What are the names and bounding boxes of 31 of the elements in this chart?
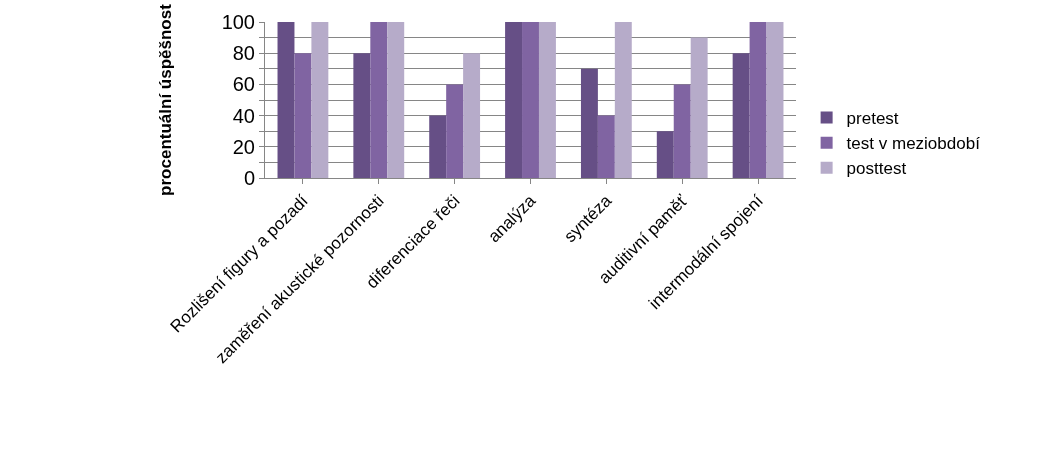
bar [446, 84, 464, 178]
bar [766, 22, 784, 178]
y-tick-label: 40 [232, 104, 255, 127]
bar [690, 37, 708, 178]
legend-label: posttest [846, 159, 907, 179]
legend-label: test v meziobdobí [846, 134, 981, 154]
bar [505, 22, 523, 178]
bar [370, 22, 388, 178]
bar [429, 115, 447, 178]
bar [311, 22, 329, 178]
bar [463, 53, 481, 178]
bar [387, 22, 405, 178]
bar [614, 22, 632, 178]
bar [580, 68, 598, 178]
y-tick-label: 80 [232, 42, 255, 65]
y-tick-label: 60 [232, 73, 255, 96]
y-tick-label: 100 [221, 11, 255, 33]
bar [277, 22, 295, 178]
bar [353, 53, 371, 178]
y-tick-label: 20 [232, 135, 255, 158]
bar [749, 22, 767, 178]
y-tick-label: 0 [243, 167, 255, 189]
legend-label: pretest [846, 109, 899, 129]
bar [538, 22, 556, 178]
bar [597, 115, 615, 178]
bar [294, 53, 312, 178]
bar [656, 131, 674, 178]
bar [673, 84, 691, 178]
y-axis-title: procentuální úspěšnost [156, 3, 176, 196]
bar [522, 22, 539, 178]
bar [732, 53, 750, 178]
